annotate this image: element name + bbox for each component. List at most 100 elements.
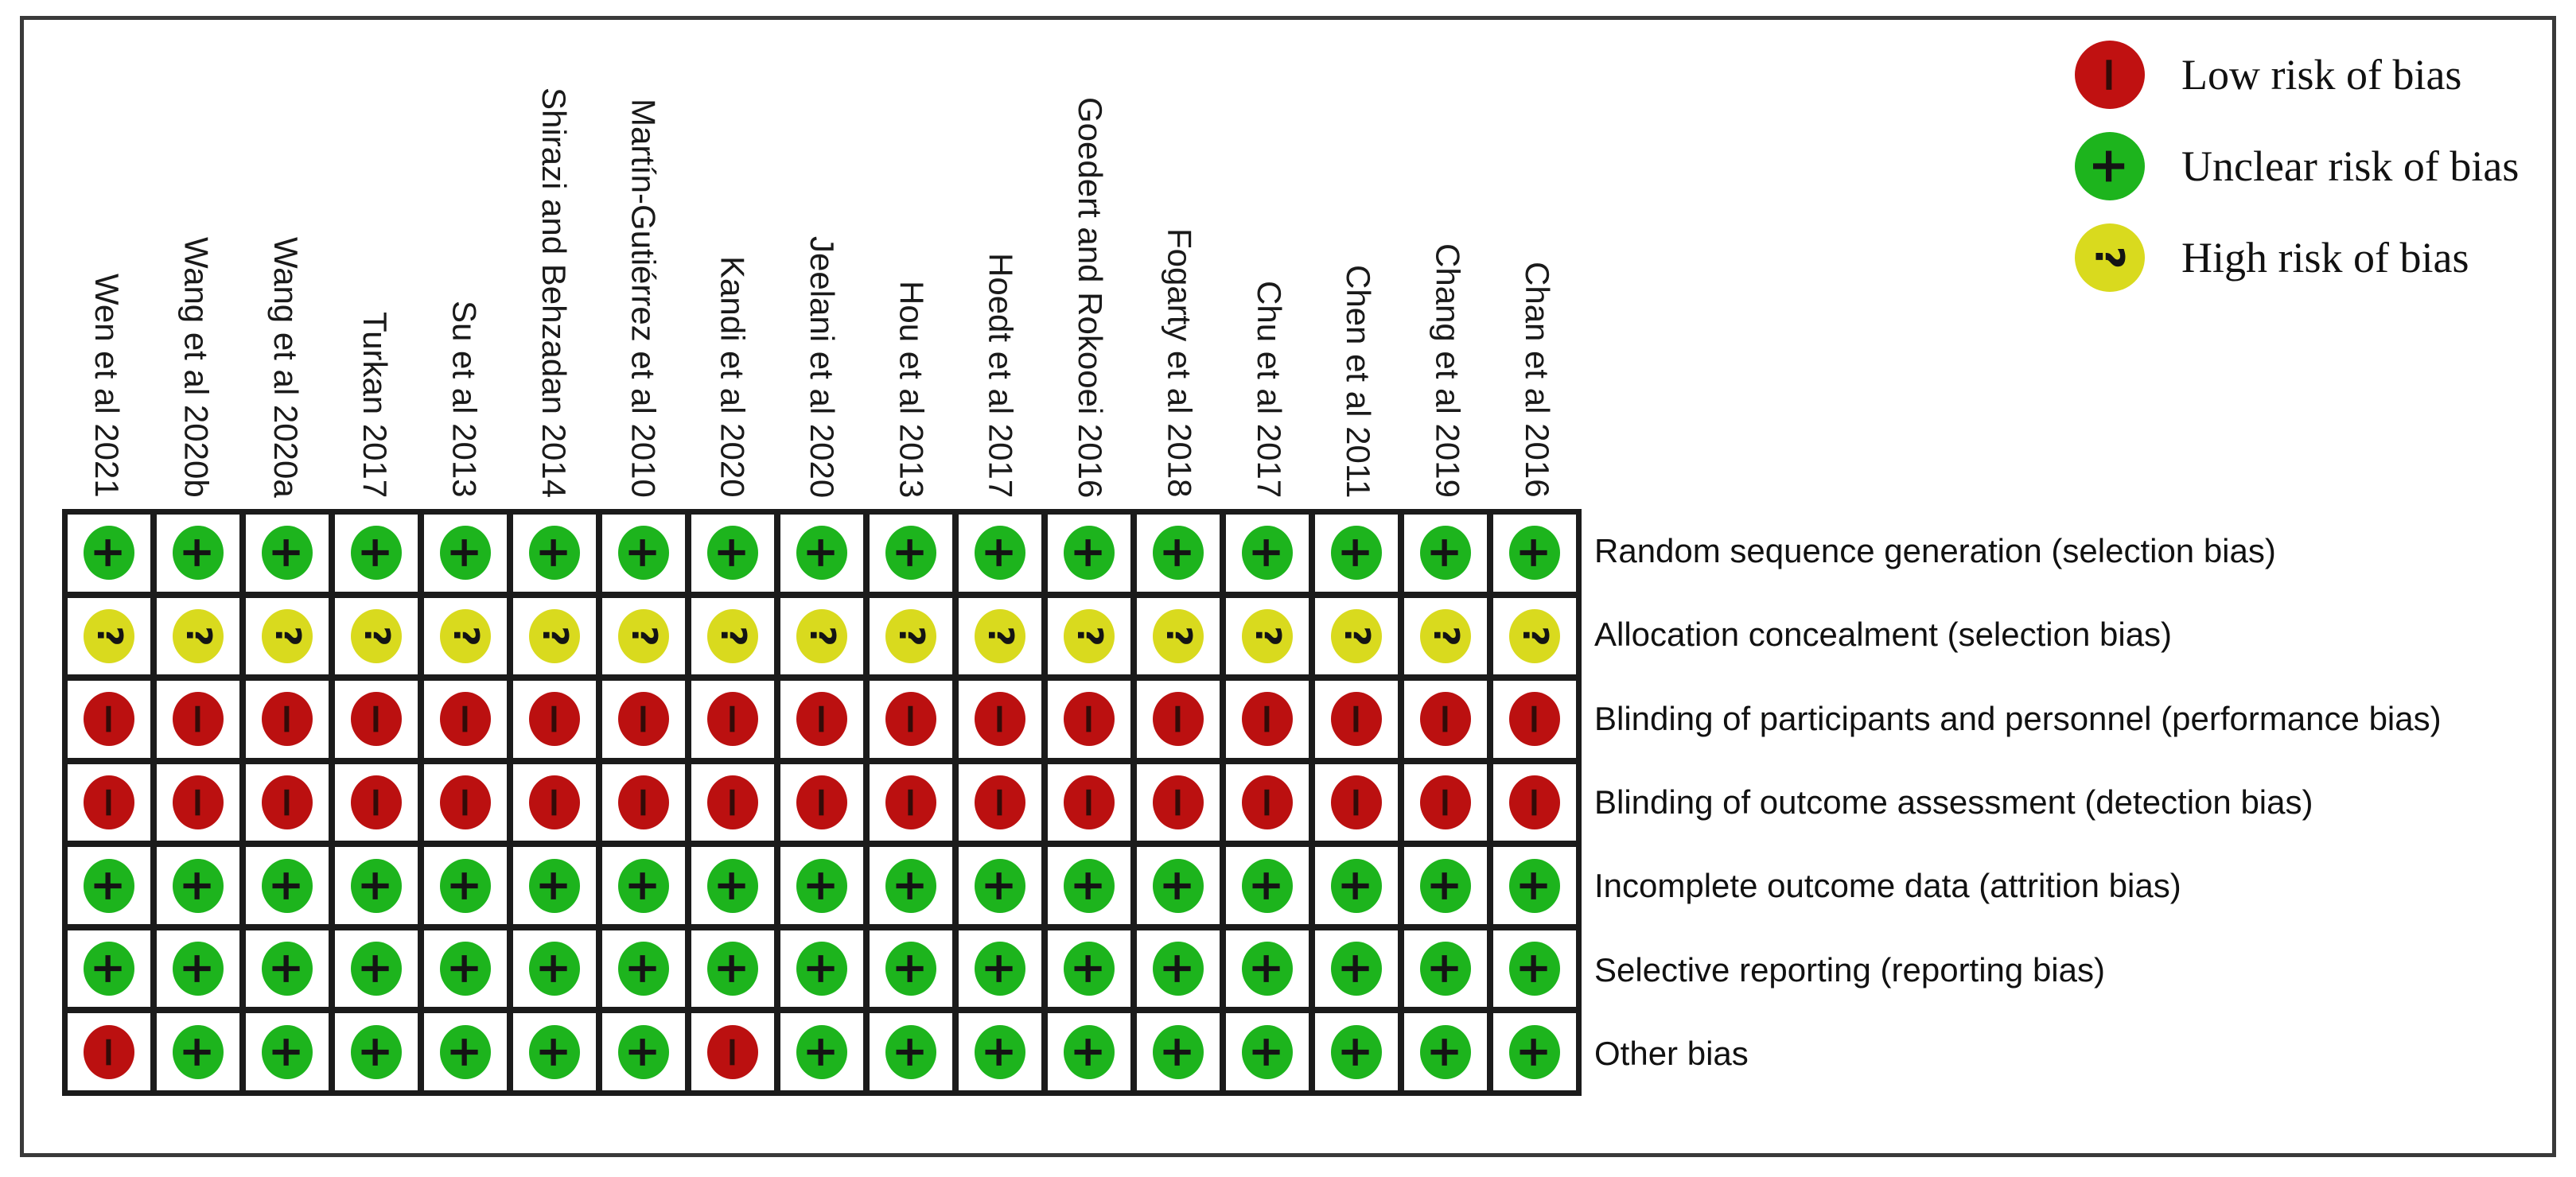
grid-cell-r7-c12: +: [1045, 1010, 1134, 1093]
legend-label: Low risk of bias: [2181, 51, 2462, 99]
grid-cell-r7-c16: +: [1401, 1010, 1490, 1093]
question-icon: ?: [1515, 626, 1555, 647]
grid-cell-r2-c14: ?: [1223, 594, 1312, 678]
green-circle-icon: +: [262, 1024, 313, 1079]
grid-cell-r6-c16: +: [1401, 926, 1490, 1011]
grid-cell-r7-c11: +: [955, 1010, 1045, 1093]
grid-cell-r5-c3: +: [243, 844, 332, 927]
grid-cell-r3-c1: −: [64, 678, 154, 761]
red-circle-icon: −: [975, 692, 1025, 747]
plus-icon: +: [1332, 867, 1382, 904]
grid-cell-r3-c4: −: [332, 678, 421, 761]
grid-cell-r5-c14: +: [1223, 844, 1312, 927]
grid-cell-r7-c6: +: [510, 1010, 599, 1093]
green-circle-icon: +: [529, 526, 580, 581]
grid-cell-r3-c12: −: [1045, 678, 1134, 761]
grid-cell-r4-c17: −: [1490, 760, 1579, 845]
minus-icon: −: [1243, 785, 1291, 820]
grid-cell-r4-c10: −: [866, 760, 955, 845]
study-label: Wen et al 2021: [88, 274, 126, 498]
plus-icon: +: [84, 867, 134, 904]
red-circle-icon: −: [173, 692, 224, 747]
plus-icon: +: [1421, 1034, 1471, 1070]
plus-icon: +: [797, 534, 847, 571]
grid-cell-r5-c4: +: [332, 844, 421, 927]
grid-cell-r7-c3: +: [243, 1010, 332, 1093]
grid-cell-r2-c10: ?: [866, 594, 955, 678]
grid-cell-r2-c4: ?: [332, 594, 421, 678]
grid-cell-r2-c1: ?: [64, 594, 154, 678]
plus-icon: +: [173, 1034, 224, 1070]
grid-cell-r4-c11: −: [955, 760, 1045, 845]
plus-icon: +: [263, 950, 313, 987]
red-circle-icon: −: [1331, 775, 1382, 829]
green-circle-icon: +: [440, 858, 491, 913]
plus-icon: +: [1243, 534, 1293, 571]
green-circle-icon: +: [975, 1024, 1025, 1079]
legend-item-red: − Low risk of bias: [2075, 40, 2519, 110]
plus-icon: +: [975, 534, 1025, 571]
plus-icon: +: [1510, 867, 1560, 904]
plus-icon: +: [441, 534, 491, 571]
green-circle-icon: +: [885, 858, 936, 913]
red-circle-icon: −: [351, 775, 402, 829]
plus-icon: +: [797, 867, 847, 904]
grid-cell-r1-c1: +: [64, 511, 154, 595]
green-circle-icon: +: [351, 942, 402, 996]
green-circle-icon: +: [1064, 858, 1115, 913]
yellow-circle-icon: ?: [1064, 608, 1115, 663]
question-icon: ?: [802, 626, 842, 647]
green-circle-icon: +: [1331, 526, 1382, 581]
question-icon: ?: [1247, 626, 1288, 647]
green-circle-icon: +: [529, 942, 580, 996]
minus-icon: −: [1421, 701, 1469, 737]
grid-cell-r1-c16: +: [1401, 511, 1490, 595]
grid-cell-r7-c15: +: [1312, 1010, 1401, 1093]
red-circle-icon: −: [1064, 692, 1115, 747]
grid-cell-r3-c9: −: [777, 678, 866, 761]
plus-icon: +: [1064, 867, 1115, 904]
grid-cell-r5-c8: +: [688, 844, 777, 927]
red-circle-icon: −: [796, 692, 847, 747]
yellow-circle-icon: ?: [796, 608, 847, 663]
question-icon: ?: [535, 626, 575, 647]
study-label: Chan et al 2016: [1518, 262, 1556, 498]
column-header-9: Jeelani et al 2020: [777, 24, 866, 503]
grid-cell-r1-c14: +: [1223, 511, 1312, 595]
minus-icon: −: [530, 785, 578, 820]
minus-icon: −: [84, 1034, 133, 1070]
column-header-3: Wang et al 2020a: [241, 24, 330, 503]
green-circle-icon: +: [351, 858, 402, 913]
grid-cell-r2-c7: ?: [599, 594, 688, 678]
plus-icon: +: [84, 950, 134, 987]
minus-icon: −: [797, 785, 846, 820]
red-circle-icon: −: [440, 775, 491, 829]
green-circle-icon: +: [796, 526, 847, 581]
grid-cell-r5-c13: +: [1134, 844, 1223, 927]
study-label: Fogarty et al 2018: [1161, 228, 1199, 498]
red-circle-icon: −: [84, 1024, 134, 1079]
minus-icon: −: [708, 1034, 757, 1070]
green-circle-icon: +: [1242, 1024, 1293, 1079]
question-icon: ?: [1337, 626, 1377, 647]
grid-cell-r4-c3: −: [243, 760, 332, 845]
plus-icon: +: [1064, 1034, 1115, 1070]
grid-cell-r5-c11: +: [955, 844, 1045, 927]
row-label-7: Other bias: [1594, 1035, 1749, 1073]
plus-icon: +: [352, 534, 402, 571]
grid-cell-r5-c1: +: [64, 844, 154, 927]
grid-cell-r2-c16: ?: [1401, 594, 1490, 678]
plus-icon: +: [84, 534, 134, 571]
legend-item-yellow: ? High risk of bias: [2075, 223, 2519, 293]
plus-icon: +: [1154, 1034, 1204, 1070]
red-circle-icon: −: [707, 775, 758, 829]
grid-cell-r5-c7: +: [599, 844, 688, 927]
green-circle-icon: +: [707, 942, 758, 996]
study-label: Wang et al 2020a: [267, 237, 305, 498]
grid-cell-r6-c11: +: [955, 926, 1045, 1011]
minus-icon: −: [352, 785, 400, 820]
plus-icon: +: [263, 534, 313, 571]
grid-cell-r1-c5: +: [421, 511, 510, 595]
green-circle-icon: +: [440, 942, 491, 996]
column-header-12: Goedert and Rokooei 2016: [1045, 24, 1134, 503]
